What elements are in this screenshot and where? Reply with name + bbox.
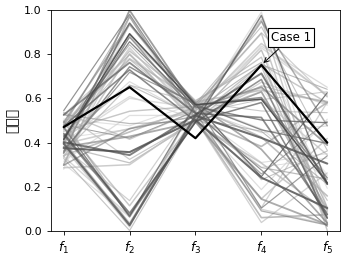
- Y-axis label: 目标値: 目标値: [6, 108, 20, 133]
- Text: Case 1: Case 1: [264, 31, 311, 62]
